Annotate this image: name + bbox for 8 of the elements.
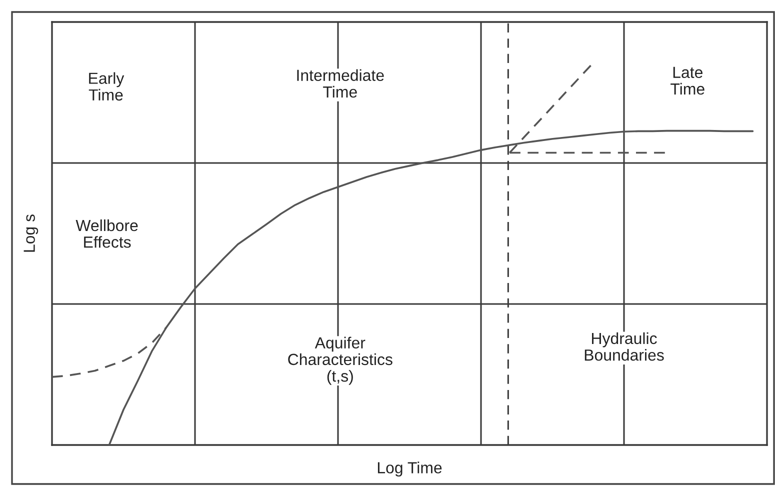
annotation: Late Time	[670, 66, 704, 95]
annotation: Hydraulic Boundaries	[584, 332, 664, 361]
y-axis-title: Log s	[24, 214, 38, 252]
annotation: Early Time	[88, 72, 124, 101]
annotation: Wellbore Effects	[76, 219, 138, 248]
annotation: Aquifer Characteristics (t,s)	[288, 336, 392, 385]
annotation: Intermediate Time	[297, 69, 384, 98]
x-axis-title: Log Time	[378, 462, 442, 477]
